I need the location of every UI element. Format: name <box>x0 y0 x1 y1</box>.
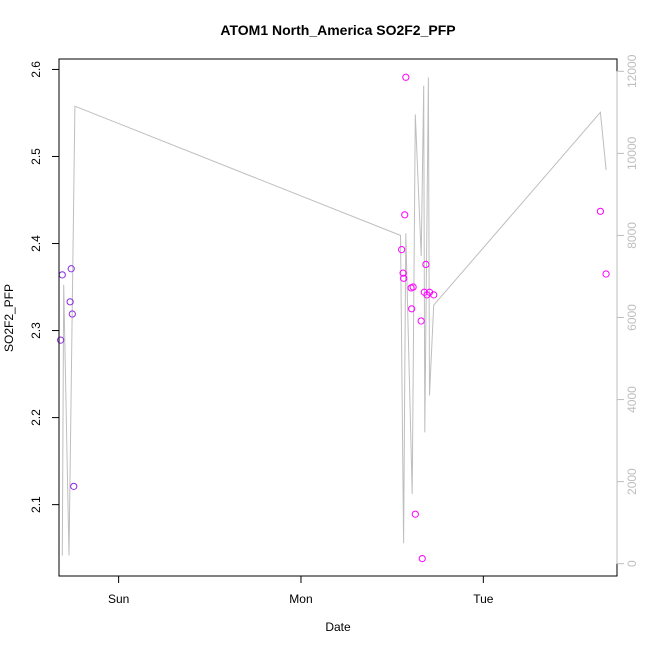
y-tick-label: 2.1 <box>29 496 43 513</box>
x-tick-label: Mon <box>289 592 312 606</box>
data-point <box>409 283 417 291</box>
y2-tick-label: 10000 <box>625 136 639 170</box>
axes-layer: Sun Mon Tue 2.1 2.2 2.3 2.4 2.5 2.6 0 2000 4000 6000… <box>29 54 639 606</box>
data-point <box>402 73 410 81</box>
y2-tick-label: 0 <box>625 560 639 567</box>
data-point <box>401 211 409 219</box>
y-tick-label: 2.4 <box>29 235 43 252</box>
data-point <box>422 260 430 269</box>
data-point <box>398 246 406 254</box>
data-point <box>70 482 78 490</box>
data-point <box>411 510 419 518</box>
plot-frame <box>58 58 618 577</box>
data-point <box>57 336 65 344</box>
series-line <box>61 77 607 556</box>
data-point <box>67 265 75 273</box>
data-point <box>408 305 416 313</box>
y-axis-label: SO2F2_PFP <box>2 284 16 352</box>
data-point <box>68 310 76 318</box>
y2-tick-label: 4000 <box>625 386 639 413</box>
x-axis-label: Date <box>325 620 351 634</box>
y-tick-label: 2.3 <box>29 322 43 339</box>
data-point <box>596 207 605 215</box>
data-point <box>430 291 438 299</box>
data-point <box>66 298 74 306</box>
lines-layer <box>61 77 607 556</box>
x-tick-label: Tue <box>473 592 494 606</box>
data-point <box>399 269 407 277</box>
chart-title: ATOM1 North_America SO2F2_PFP <box>220 22 455 38</box>
data-point <box>418 554 426 563</box>
y-tick-label: 2.2 <box>29 409 43 426</box>
data-point <box>400 274 408 282</box>
y2-tick-label: 6000 <box>625 304 639 331</box>
data-point <box>417 317 425 325</box>
y-tick-label: 2.5 <box>29 148 43 165</box>
data-point <box>58 271 66 279</box>
x-tick-label: Sun <box>108 592 129 606</box>
data-point <box>602 270 610 278</box>
y2-tick-label: 12000 <box>625 54 639 88</box>
points-layer <box>57 73 610 563</box>
y2-tick-label: 2000 <box>625 468 639 495</box>
y-tick-label: 2.6 <box>29 61 43 78</box>
y2-tick-label: 8000 <box>625 222 639 249</box>
